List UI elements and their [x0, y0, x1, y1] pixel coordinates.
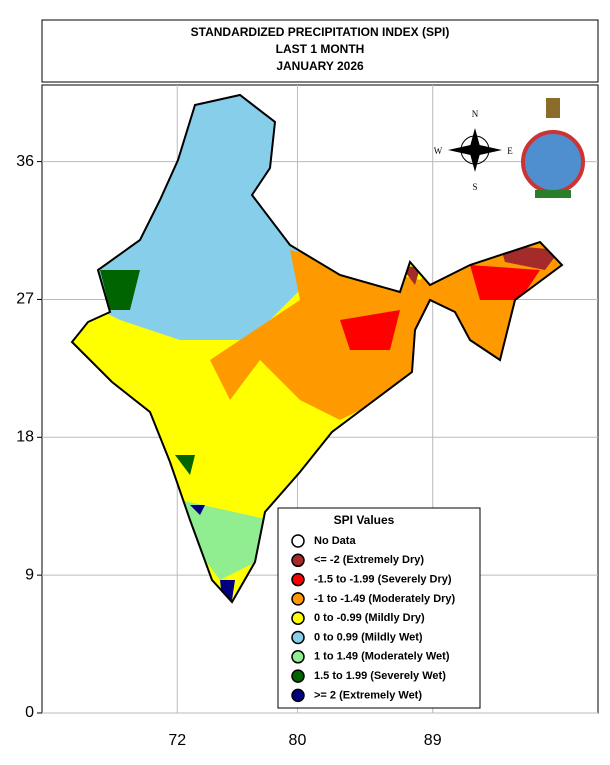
legend-swatch [291, 553, 305, 568]
compass: N E S W [434, 109, 514, 192]
legend-label: 1 to 1.49 (Moderately Wet) [314, 651, 450, 663]
legend-label: 1.5 to 1.99 (Severely Wet) [314, 670, 446, 682]
title-line: JANUARY 2026 [276, 59, 364, 73]
legend-title: SPI Values [334, 513, 395, 527]
legend-label: >= 2 (Extremely Wet) [314, 689, 422, 701]
imd-logo [521, 98, 585, 198]
title-line: STANDARDIZED PRECIPITATION INDEX (SPI) [191, 25, 450, 39]
x-tick-label: 89 [424, 732, 442, 749]
legend-swatch [291, 688, 305, 703]
y-tick-label: 27 [16, 291, 34, 308]
legend-label: 0 to -0.99 (Mildly Dry) [314, 612, 425, 624]
title-line: LAST 1 MONTH [276, 42, 365, 56]
y-tick-label: 9 [25, 566, 34, 583]
y-tick-label: 36 [16, 153, 34, 170]
y-tick-label: 0 [25, 704, 34, 721]
title-box [41, 19, 599, 83]
legend-label: -1.5 to -1.99 (Severely Dry) [314, 574, 452, 586]
compass-n: N [472, 109, 479, 119]
legend-swatch [291, 611, 305, 625]
region-severely-dry [340, 265, 540, 350]
compass-e: E [507, 146, 513, 156]
x-tick-label: 80 [289, 732, 307, 749]
legend-swatch [291, 592, 305, 606]
region-severely-wet [100, 270, 195, 475]
compass-w: W [434, 146, 443, 156]
legend-swatch [291, 630, 305, 645]
legend-label: No Data [314, 535, 356, 547]
legend-swatch [291, 650, 305, 664]
region-moderately-wet [180, 500, 270, 580]
legend-swatch [291, 572, 305, 587]
legend-label: 0 to 0.99 (Mildly Wet) [314, 631, 423, 643]
region-extremely-wet [190, 505, 235, 600]
india-outline [70, 93, 564, 604]
x-tick-label: 72 [168, 732, 186, 749]
legend-swatch [291, 669, 305, 683]
y-tick-label: 18 [16, 429, 34, 446]
region-extremely-dry [400, 245, 560, 285]
legend-label: -1 to -1.49 (Moderately Dry) [314, 593, 456, 605]
legend-box [277, 507, 481, 709]
compass-s: S [472, 182, 477, 192]
legend-label: <= -2 (Extremely Dry) [314, 554, 424, 566]
legend-swatch [291, 534, 305, 548]
